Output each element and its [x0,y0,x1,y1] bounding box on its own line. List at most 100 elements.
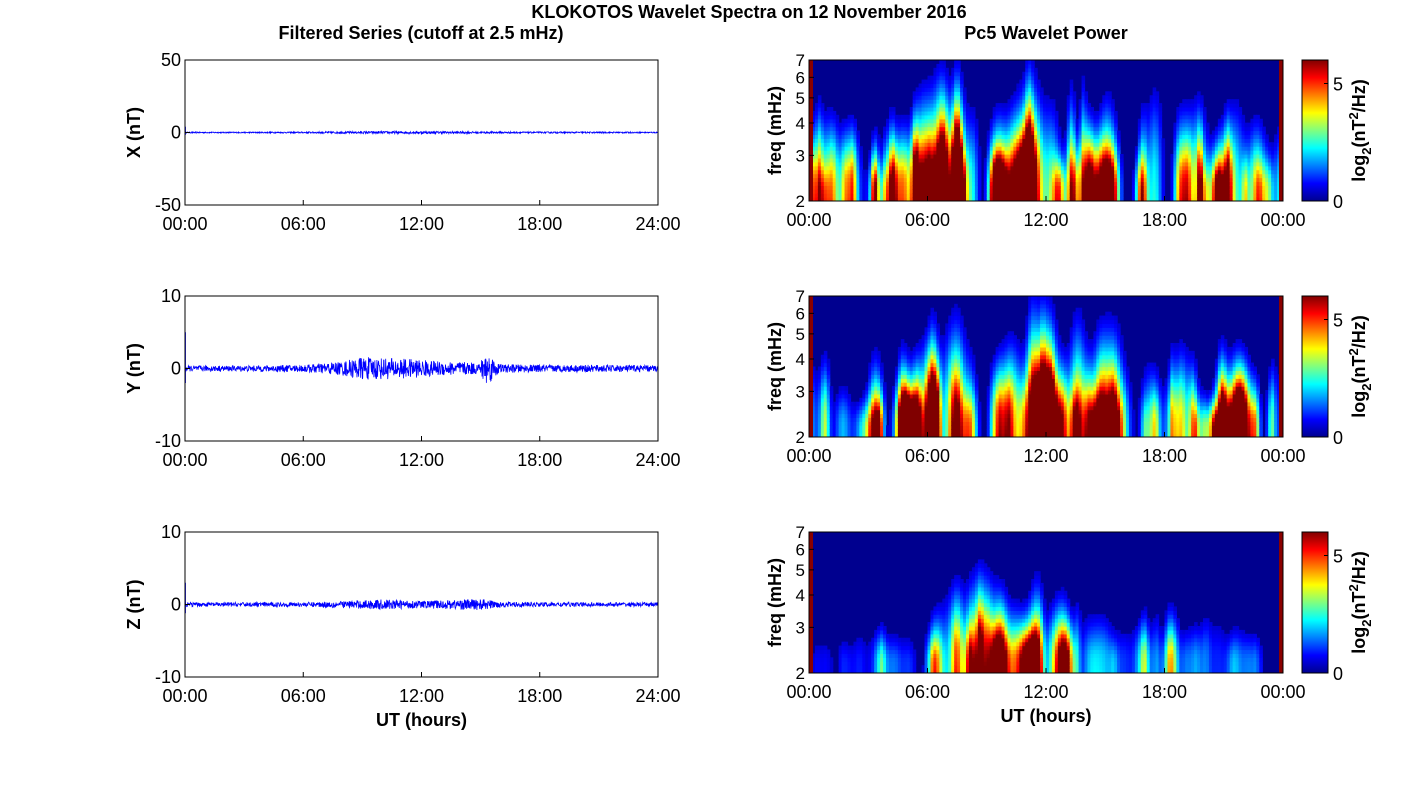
heatmap-cell [936,335,940,340]
heatmap-cell [1040,142,1044,147]
heatmap-cell [1046,114,1050,120]
heatmap-cell [1001,165,1006,171]
heatmap-cell [930,405,935,411]
heatmap-cell [968,346,973,352]
heatmap-cell [992,110,997,116]
heatmap-cell [811,417,816,422]
heatmap-cell [1081,185,1086,190]
heatmap-cell [1051,189,1056,194]
heatmap-cell [954,346,958,352]
heatmap-cell [930,165,935,171]
heatmap-cell [1253,173,1257,179]
heatmap-cell [1208,193,1213,198]
heatmap-cell [957,189,961,194]
heatmap-cell [971,370,976,375]
heatmap-cell [820,126,825,132]
heatmap-cell [963,393,967,399]
heatmap-cell [1093,122,1097,128]
heatmap-cell [906,173,911,179]
heatmap-cell [915,343,920,348]
heatmap-cell [838,197,843,201]
heatmap-cell [957,401,961,407]
heatmap-cell [811,433,816,437]
heatmap-cell [1191,110,1195,116]
heatmap-cell [1155,107,1160,112]
heatmap-cell [900,382,905,387]
heatmap-cell [957,177,961,183]
heatmap-cell [924,107,929,112]
heatmap-cell [811,405,816,411]
heatmap-cell [977,401,982,407]
heatmap-cell [1197,169,1201,175]
heatmap-cell [951,161,955,167]
heatmap-cell [939,138,943,143]
heatmap-cell [1155,126,1160,132]
heatmap-cell [936,346,940,352]
heatmap-cell [912,150,917,155]
heatmap-cell [1117,161,1121,167]
heatmap-cell [974,154,979,159]
heatmap-cell [1146,177,1151,183]
heatmap-cell [888,110,893,116]
heatmap-cell [862,177,866,183]
heatmap-cell [930,346,935,352]
heatmap-cell [886,130,890,136]
heatmap-cell [1072,95,1077,100]
heatmap-cell [1031,169,1035,175]
heatmap-cell [880,181,884,186]
heatmap-cell [954,382,958,387]
heatmap-cell [1057,169,1062,175]
heatmap-cell [1173,146,1177,151]
heatmap-cell [966,374,970,379]
heatmap-cell [1001,107,1006,112]
heatmap-cell [1108,134,1112,139]
heatmap-cell [829,417,834,422]
heatmap-cell [811,429,816,434]
heatmap-cell [918,366,923,372]
heatmap-cell [1217,157,1222,163]
heatmap-cell [1188,165,1192,171]
heatmap-cell [1048,103,1053,108]
heatmap-cell [1010,95,1015,100]
heatmap-cell [939,79,943,85]
heatmap-cell [1170,173,1174,179]
heatmap-cell [1197,99,1201,104]
heatmap-cell [927,197,932,201]
heatmap-cell [968,425,973,430]
heatmap-cell [960,154,964,159]
heatmap-cell [1040,177,1044,183]
heatmap-cell [915,197,920,201]
heatmap-cell [853,429,857,434]
heatmap-cell [1001,169,1006,175]
heatmap-cell [1203,161,1207,167]
heatmap-cell [1203,197,1207,201]
heatmap-cell [957,185,961,190]
heatmap-cell [1259,185,1263,190]
heatmap-cell [1253,138,1257,143]
heatmap-cell [1229,193,1234,198]
heatmap-cell [817,138,822,143]
heatmap-cell [1235,193,1240,198]
heatmap-cell [1028,181,1032,186]
heatmap-cell [862,181,866,186]
heatmap-cell [891,142,896,147]
heatmap-cell [930,173,935,179]
heatmap-cell [936,331,940,336]
heatmap-cell [841,197,846,201]
heatmap-cell [948,323,952,328]
heatmap-cell [844,193,849,198]
heatmap-cell [1146,197,1151,201]
heatmap-cell [906,393,911,399]
heatmap-cell [918,126,923,132]
heatmap-cell [1069,154,1074,159]
heatmap-cell [936,150,940,155]
heatmap-cell [1034,95,1038,100]
heatmap-cell [939,362,943,368]
heatmap-cell [933,331,937,336]
heatmap-cell [918,433,923,437]
heatmap-cell [1087,134,1092,139]
heatmap-cell [977,197,982,201]
heatmap-cell [1149,122,1154,128]
heatmap-cell [897,374,902,379]
heatmap-cell [1200,150,1204,155]
